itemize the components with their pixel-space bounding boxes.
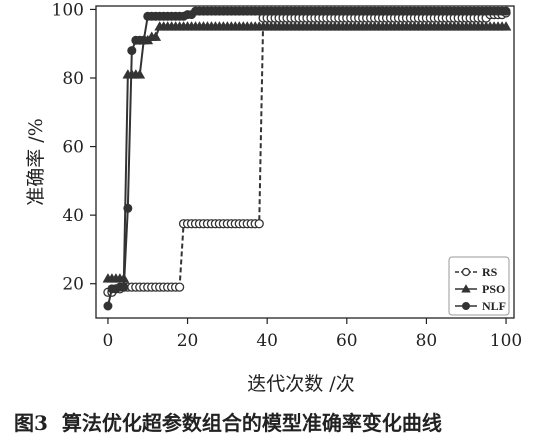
x-axis-label: 迭代次数 /次	[247, 373, 354, 395]
data-point-pso	[134, 69, 146, 79]
y-tick-label: 60	[62, 138, 84, 158]
data-point-pso	[500, 21, 512, 31]
data-point-nlf	[501, 6, 511, 16]
data-point-nlf	[123, 203, 133, 213]
x-tick-label: 40	[256, 331, 278, 351]
legend-marker-nlf	[462, 302, 470, 310]
x-tick-label: 80	[416, 331, 438, 351]
series-nlf	[103, 6, 511, 311]
data-point-rs	[174, 282, 185, 292]
legend-marker-rs	[461, 267, 471, 277]
figure-caption: 图3 算法优化超参数组合的模型准确率变化曲线	[14, 411, 442, 435]
series-rs	[103, 8, 511, 297]
y-tick-label: 100	[52, 0, 84, 20]
legend-entry-nlf: NLF	[455, 299, 506, 313]
legend-marker-pso	[461, 284, 471, 293]
data-point-nlf	[127, 46, 137, 56]
plot-area-frame	[95, 5, 515, 319]
caption-text: 算法优化超参数组合的模型准确率变化曲线	[62, 411, 442, 435]
caption-label: 图3	[14, 411, 48, 435]
series-line-rs	[107, 11, 507, 294]
legend-label-pso: PSO	[482, 282, 505, 296]
data-point-pso	[150, 31, 162, 41]
x-tick-label: 60	[336, 331, 358, 351]
axis-ticks: 0 20 40 60 80 100 20 40 60 80 100	[52, 0, 523, 351]
legend-entry-pso: PSO	[455, 282, 505, 296]
legend-label-rs: RS	[482, 265, 498, 279]
legend-entry-rs: RS	[455, 265, 498, 279]
series-line-pso	[107, 25, 507, 280]
y-axis-label: 准确率 /%	[25, 118, 47, 206]
x-tick-label: 20	[177, 331, 199, 351]
data-point-rs	[254, 219, 264, 229]
series-pso	[102, 21, 512, 283]
legend: RS PSO NLF	[448, 256, 510, 316]
series-line-nlf	[106, 10, 507, 307]
y-tick-label: 20	[62, 275, 84, 295]
legend-label-nlf: NLF	[482, 299, 506, 313]
data-point-nlf	[139, 35, 149, 45]
x-tick-label: 0	[103, 331, 114, 351]
y-tick-label: 40	[62, 206, 84, 226]
x-tick-label: 100	[490, 331, 522, 351]
y-tick-label: 80	[62, 69, 84, 89]
data-point-nlf	[119, 282, 129, 292]
series-layer	[102, 6, 512, 311]
data-point-nlf	[103, 301, 113, 311]
